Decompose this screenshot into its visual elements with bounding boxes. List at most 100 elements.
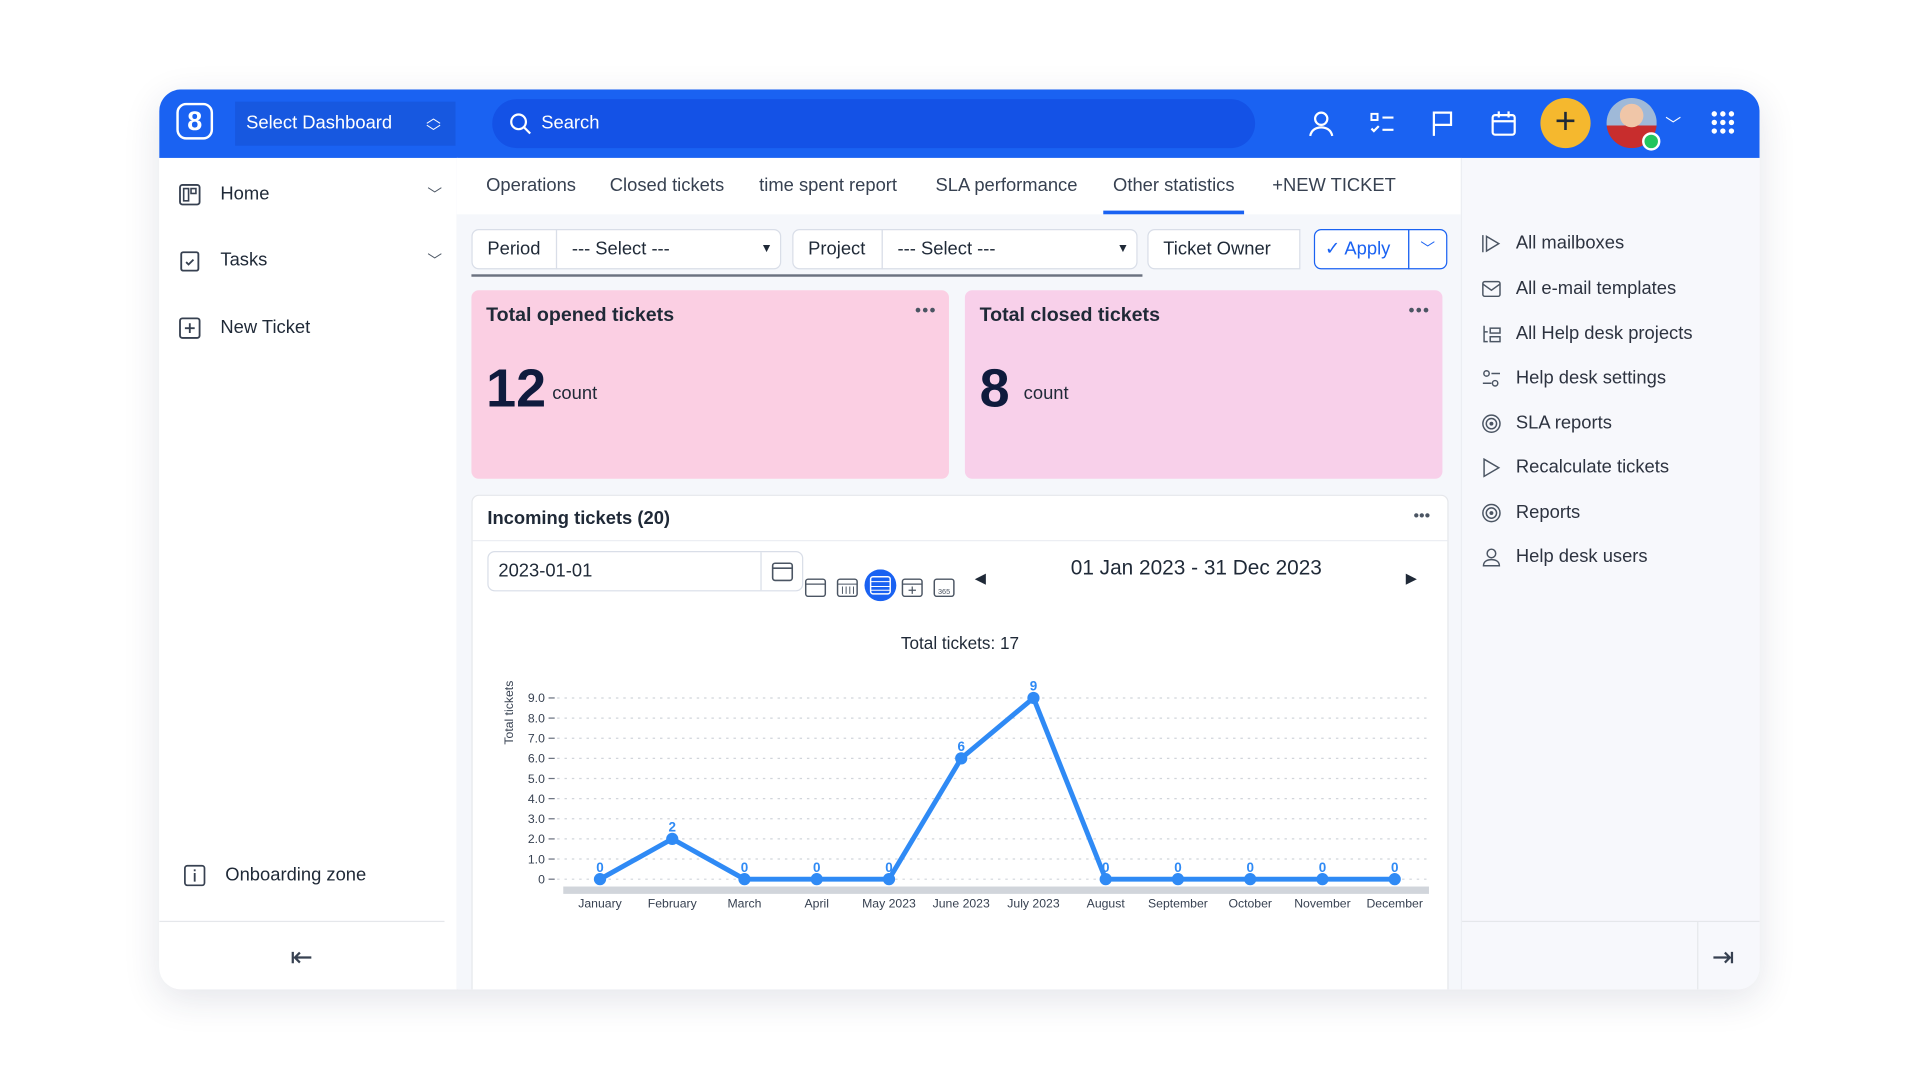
quarter-view-icon[interactable]: [901, 578, 923, 598]
period-select[interactable]: --- Select --- ▼: [555, 228, 782, 270]
tabs-bar: Operations Closed tickets time spent rep…: [456, 157, 1461, 215]
card-value: 12: [486, 358, 547, 419]
apply-button[interactable]: ✓ Apply: [1313, 228, 1410, 270]
panel-title: Incoming tickets (20): [487, 508, 671, 529]
item-label: Reports: [1515, 502, 1581, 523]
apply-options-dropdown[interactable]: ﹀: [1408, 228, 1448, 270]
search-input[interactable]: Search: [492, 99, 1256, 149]
check-icon: ✓: [1324, 238, 1345, 260]
main-content: Operations Closed tickets time spent rep…: [456, 157, 1461, 990]
card-value: 8: [979, 358, 1010, 419]
more-options-icon[interactable]: •••: [915, 300, 937, 320]
tab-operations[interactable]: Operations: [486, 175, 576, 196]
user-icon[interactable]: [1307, 109, 1336, 138]
chevron-down-icon[interactable]: ﹀: [1665, 115, 1682, 134]
date-range-label: 01 Jan 2023 - 31 Dec 2023: [1070, 555, 1322, 580]
week-view-icon[interactable]: [836, 578, 858, 598]
apply-label: Apply: [1344, 238, 1391, 260]
date-value: 2023-01-01: [498, 560, 593, 582]
caret-down-icon: ▼: [1116, 242, 1129, 256]
card-unit: count: [1023, 383, 1069, 405]
more-options-icon[interactable]: •••: [1408, 300, 1431, 320]
chevron-down-icon[interactable]: ﹀: [427, 186, 443, 204]
item-label: All mailboxes: [1515, 232, 1625, 254]
search-icon: [510, 113, 531, 135]
sidebar-item-label: New Ticket: [220, 317, 311, 338]
flag-icon[interactable]: [1428, 109, 1457, 138]
chevron-updown-icon: ︿ ﹀: [426, 108, 441, 141]
select-dashboard[interactable]: Select Dashboard ︿ ﹀: [235, 101, 456, 146]
target-icon: [1482, 414, 1501, 433]
period-label: Period: [471, 228, 558, 270]
mail-icon: [1482, 280, 1501, 298]
apps-grid-icon[interactable]: [1711, 110, 1735, 134]
card-unit: count: [552, 383, 598, 405]
year-view-icon[interactable]: 365: [933, 578, 955, 598]
ticket-owner-filter[interactable]: Ticket Owner: [1147, 228, 1301, 270]
item-label: All Help desk projects: [1515, 323, 1693, 345]
day-view-icon[interactable]: [804, 578, 827, 598]
user-icon: [1482, 548, 1501, 567]
plus-icon[interactable]: +: [1540, 97, 1591, 149]
svg-text:365: 365: [938, 587, 950, 596]
app-logo[interactable]: 8: [176, 102, 214, 140]
search-placeholder: Search: [541, 112, 600, 134]
divider: [1697, 922, 1699, 990]
onboarding-zone[interactable]: Onboarding zone: [184, 857, 447, 894]
sidebar-item-new-ticket[interactable]: New Ticket: [179, 310, 442, 347]
sidebar-item-home[interactable]: Home ﹀: [179, 176, 442, 213]
tab-new-ticket[interactable]: +NEW TICKET: [1272, 175, 1396, 196]
tab-closed-tickets[interactable]: Closed tickets: [609, 175, 725, 196]
tab-other-statistics[interactable]: Other statistics: [1103, 158, 1245, 215]
tab-sla-performance[interactable]: SLA performance: [935, 175, 1078, 196]
online-status-dot: [1642, 132, 1661, 151]
dashboard-icon: [179, 183, 201, 206]
item-label: SLA reports: [1515, 412, 1612, 434]
collapse-sidebar-icon[interactable]: ⇤: [290, 941, 313, 973]
divider: [760, 552, 762, 591]
calendar-icon[interactable]: [771, 561, 794, 582]
sidebar-item-label: Tasks: [220, 249, 268, 271]
top-bar: 8 Select Dashboard ︿ ﹀ Search + ﹀: [159, 89, 1760, 158]
chevron-down-icon[interactable]: ﹀: [427, 252, 443, 270]
task-list-icon[interactable]: [1368, 109, 1397, 138]
filter-underline: [471, 274, 1143, 277]
expand-panel-icon[interactable]: ⇥: [1711, 941, 1735, 973]
project-select[interactable]: --- Select --- ▼: [881, 228, 1138, 270]
total-closed-card: Total closed tickets ••• 8 count: [964, 290, 1443, 479]
caret-down-icon: ▼: [760, 242, 773, 256]
target-icon: [1482, 503, 1501, 523]
period-value: --- Select ---: [571, 238, 670, 260]
incoming-tickets-panel: Incoming tickets (20) ••• 2023-01-01 365…: [471, 494, 1449, 990]
item-label: Help desk users: [1515, 546, 1648, 567]
right-panel: All mailboxes All e-mail templates All H…: [1460, 157, 1760, 990]
sidebar: Home ﹀ Tasks ﹀ New Ticket Onboarding zone …: [159, 157, 458, 990]
projects-icon: [1483, 325, 1501, 343]
total-opened-card: Total opened tickets ••• 12 count: [471, 290, 949, 479]
item-label: All e-mail templates: [1515, 277, 1677, 299]
period-view-switcher: 365: [804, 569, 955, 602]
divider: [472, 540, 1448, 542]
plus-square-icon: [179, 317, 201, 339]
sidebar-item-tasks[interactable]: Tasks ﹀: [179, 242, 442, 279]
chart-title: Total tickets: 17: [900, 633, 1020, 653]
next-period-icon[interactable]: ▶: [1405, 569, 1418, 587]
card-title: Total opened tickets: [486, 304, 675, 326]
app-window: 8 Select Dashboard ︿ ﹀ Search + ﹀ Home ﹀ Ta…: [159, 89, 1760, 990]
play-icon: [1483, 457, 1501, 478]
settings-sliders-icon: [1482, 370, 1501, 387]
divider: [1462, 920, 1760, 923]
project-value: --- Select ---: [897, 238, 996, 260]
item-label: Help desk settings: [1515, 367, 1667, 389]
card-title: Total closed tickets: [979, 304, 1160, 326]
divider: [159, 920, 445, 923]
item-label: Recalculate tickets: [1515, 456, 1670, 478]
calendar-icon[interactable]: [1489, 109, 1518, 138]
more-options-icon[interactable]: •••: [1413, 505, 1431, 525]
date-input[interactable]: 2023-01-01: [487, 551, 804, 592]
previous-period-icon[interactable]: ◀: [974, 569, 987, 587]
onboarding-label: Onboarding zone: [225, 864, 367, 886]
month-view-icon[interactable]: [864, 569, 897, 602]
tab-time-spent-report[interactable]: time spent report: [759, 175, 898, 196]
project-label: Project: [792, 228, 883, 270]
